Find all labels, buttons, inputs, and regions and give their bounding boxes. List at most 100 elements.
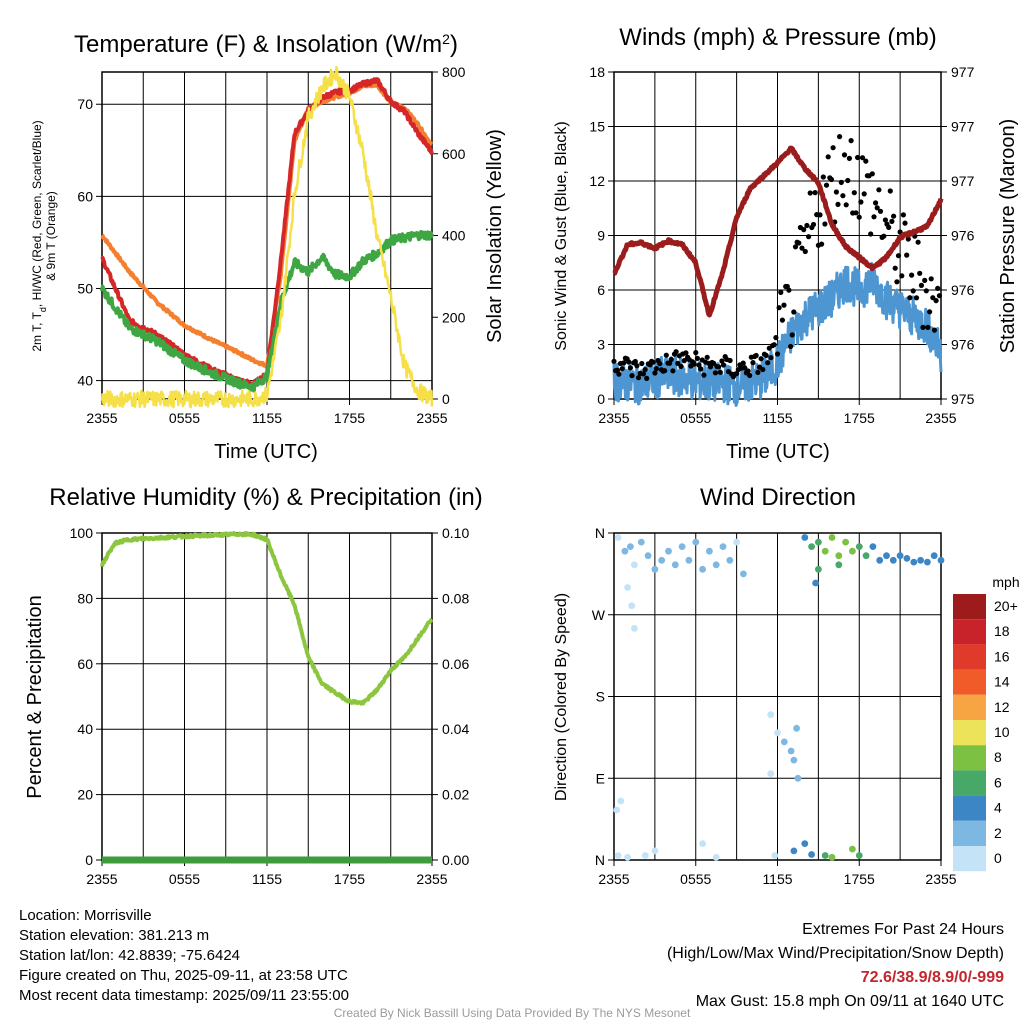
humidity-panel: Relative Humidity (%) & Precipitation (i…: [24, 484, 483, 887]
direction-point: [719, 543, 727, 550]
gust-point: [640, 371, 647, 377]
direction-point: [651, 565, 659, 573]
winds-tick-label-y2: 976: [951, 228, 975, 244]
gust-point: [843, 202, 849, 208]
wind-direction-tick-label-x: 1155: [762, 871, 792, 887]
humidity-tick-label-y: 80: [77, 590, 93, 606]
wind-direction-plot-area: 2355 0555 1155 1755 2355 N E S W N: [592, 525, 957, 887]
direction-point: [910, 558, 918, 566]
gust-point: [678, 363, 684, 369]
gust-point: [828, 176, 835, 183]
gust-point: [917, 270, 923, 276]
gust-point: [928, 276, 934, 282]
winds-tick-label-y2: 975: [951, 391, 975, 407]
gust-point: [868, 231, 874, 237]
gust-point: [747, 372, 753, 379]
winds-tick-label-y: 6: [597, 282, 605, 298]
gust-point: [858, 199, 864, 205]
gust-point: [894, 279, 900, 285]
gust-point: [825, 154, 831, 160]
gust-point: [918, 282, 925, 288]
speed-legend-label: 12: [994, 699, 1010, 715]
winds-tick-label-y: 3: [597, 337, 605, 353]
speed-legend-label: 6: [994, 774, 1002, 790]
gust-point: [845, 177, 851, 184]
wind-direction-panel: Wind Direction 2355 0555 1155 1755 2355 N E S W N…: [553, 484, 1020, 887]
winds-tick-label-x: 1755: [844, 410, 875, 426]
gust-point: [740, 360, 746, 366]
humidity-tick-label-y2: 0.00: [442, 852, 469, 868]
gust-point: [913, 295, 920, 301]
direction-point: [828, 853, 836, 861]
gust-point: [639, 360, 645, 367]
direction-point: [815, 565, 822, 573]
direction-point: [699, 840, 706, 847]
gust-point: [851, 190, 857, 196]
gust-point: [717, 369, 723, 375]
direction-point: [774, 729, 781, 737]
temperature-tick-label-x: 1755: [334, 410, 365, 426]
temperature-x-axis-label: Time (UTC): [214, 441, 318, 463]
gust-point: [634, 363, 640, 369]
humidity-tick-label-y: 60: [77, 656, 93, 672]
direction-point: [896, 552, 904, 560]
speed-legend-swatch: [953, 770, 986, 796]
speed-legend-label: 20+: [994, 598, 1018, 614]
direction-point: [828, 534, 836, 541]
temperature-tick-label-y2: 800: [442, 64, 466, 80]
gust-point: [750, 360, 756, 366]
gust-point: [855, 154, 861, 161]
gust-point: [874, 205, 880, 211]
gust-point: [838, 179, 844, 185]
winds-tick-label-x: 0555: [680, 410, 711, 426]
direction-point: [699, 565, 706, 573]
winds-tick-label-y2: 977: [951, 173, 975, 189]
gust-point: [812, 190, 818, 196]
temperature-plot-area: 2355 0555 1155 1755 2355 40 50 60 70 0 200 400 600 80…: [77, 64, 465, 426]
insolation-line: [100, 65, 434, 409]
gust-point: [693, 350, 699, 356]
direction-point: [771, 852, 779, 859]
winds-tick-label-y2: 977: [951, 64, 975, 80]
direction-point: [842, 538, 849, 546]
humidity-plot-area: 2355 0555 1155 1755 2355 0 20 40 60 80 100 0.00 0.02…: [70, 525, 470, 887]
direction-point: [812, 579, 819, 587]
gust-point: [837, 134, 843, 140]
direction-point: [658, 556, 666, 564]
gust-point: [614, 367, 620, 373]
humidity-tick-label-y: 20: [77, 787, 93, 803]
gust-point: [776, 305, 782, 311]
gust-point: [786, 287, 792, 293]
gust-point: [887, 188, 893, 194]
gust-point: [742, 365, 748, 371]
gust-point: [707, 364, 714, 370]
gust-point: [771, 342, 777, 348]
wind-direction-y-axis-label: Direction (Colored By Speed): [553, 593, 570, 801]
speed-legend-label: 4: [994, 800, 1002, 816]
gust-point: [873, 200, 879, 206]
direction-point: [740, 570, 747, 578]
gust-point: [662, 368, 668, 374]
gust-point: [652, 370, 658, 376]
temperature-y-axis-label: 2m T, Td, HI/WC (Red, Green, Scarlet/Blu…: [30, 120, 48, 351]
direction-point: [678, 543, 686, 550]
gust-point: [892, 265, 898, 271]
gust-point: [830, 145, 836, 151]
direction-point: [930, 552, 938, 560]
direction-point: [849, 547, 856, 555]
wind-direction-tick-label-y: N: [595, 525, 605, 541]
temperature-tick-label-y: 70: [77, 96, 93, 112]
gust-point: [621, 360, 627, 366]
winds-tick-label-x: 1155: [762, 410, 792, 426]
pressure-line: [612, 145, 944, 318]
speed-legend-swatch: [953, 669, 986, 695]
direction-point: [903, 555, 911, 562]
extremes-title: Extremes For Past 24 Hours: [802, 921, 1004, 938]
winds-tick-label-x: 2355: [598, 410, 629, 426]
gust-point: [781, 302, 787, 308]
station-location: Location: Morrisville: [19, 907, 152, 924]
speed-legend-label: 16: [994, 648, 1010, 664]
wind-direction-tick-label-x: 0555: [680, 871, 711, 887]
speed-legend-label: 8: [994, 749, 1002, 765]
